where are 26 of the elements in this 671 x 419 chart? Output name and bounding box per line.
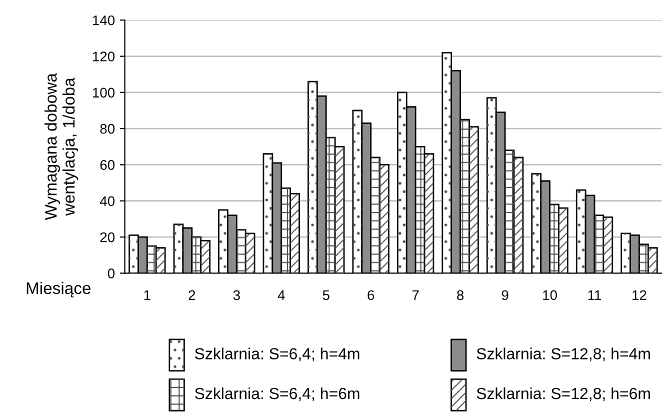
y-tick-label: 140 xyxy=(92,15,115,26)
y-tick-label: 0 xyxy=(108,268,115,278)
y-axis-title: Wymagana dobowa wentylacja, 1/doba xyxy=(44,73,78,220)
legend-label: Szklarnia: S=12,8; h=4m xyxy=(476,348,650,362)
x-tick-label: 10 xyxy=(543,290,557,300)
y-tick-label: 40 xyxy=(100,196,115,206)
y-tick-label: 20 xyxy=(100,232,115,242)
x-tick-label: 12 xyxy=(632,290,646,300)
x-tick-label: 4 xyxy=(278,290,285,300)
x-tick-label: 3 xyxy=(233,290,240,300)
y-tick-label: 100 xyxy=(92,88,115,98)
x-tick-label: 11 xyxy=(588,290,602,300)
legend-label: Szklarnia: S=12,8; h=6m xyxy=(476,387,650,402)
legend-label: Szklarnia: S=6,4; h=6m xyxy=(194,387,360,402)
y-tick-label: 80 xyxy=(100,124,115,134)
x-tick-label: 8 xyxy=(457,290,464,300)
x-tick-label: 7 xyxy=(412,290,419,300)
y-tick-label: 60 xyxy=(100,160,115,170)
x-tick-label: 9 xyxy=(502,290,508,300)
x-tick-label: 2 xyxy=(188,290,196,300)
x-tick-label: 6 xyxy=(368,290,374,300)
y-tick-label: 120 xyxy=(92,52,115,62)
x-tick-label: 1 xyxy=(144,290,150,300)
x-tick-label: 5 xyxy=(322,290,330,300)
legend-label: Szklarnia: S=6,4; h=4m xyxy=(194,348,360,362)
x-axis-title: Miesiące xyxy=(26,282,91,298)
